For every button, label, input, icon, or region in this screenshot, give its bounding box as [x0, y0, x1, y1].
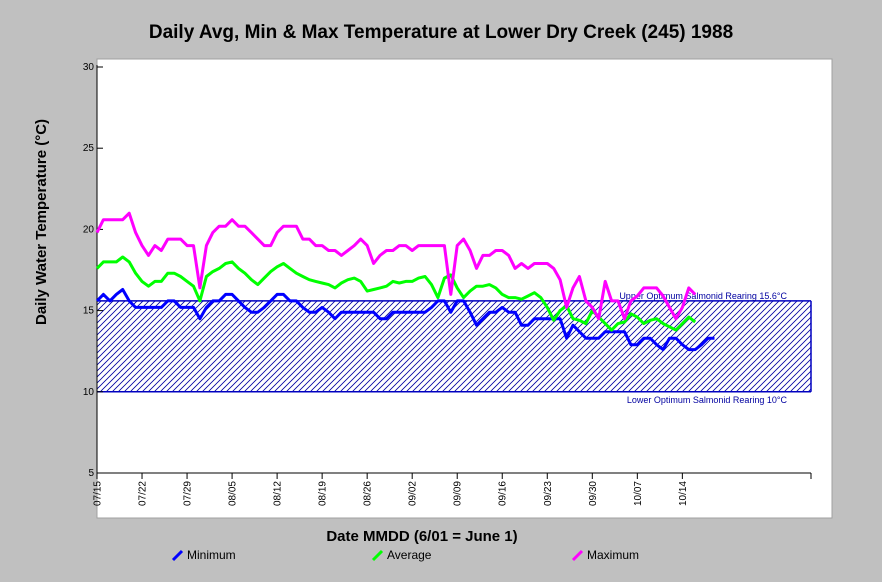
x-tick-label: 08/26	[363, 481, 374, 506]
legend-swatch-minimum	[173, 551, 182, 560]
band-hatch	[97, 301, 811, 392]
x-tick-label: 07/22	[138, 481, 149, 506]
x-tick-label: 10/07	[633, 481, 644, 506]
x-tick-label: 09/09	[453, 481, 464, 506]
x-tick-label: 08/12	[273, 481, 284, 506]
x-tick-label: 08/05	[228, 481, 239, 506]
x-tick-label: 07/29	[183, 481, 194, 506]
legend-swatch-maximum	[573, 551, 582, 560]
y-tick-label: 30	[83, 62, 95, 73]
legend-label-maximum: Maximum	[587, 548, 639, 562]
lower-optimum-label: Lower Optimum Salmonid Rearing 10°C	[627, 395, 788, 405]
y-tick-label: 25	[83, 143, 95, 154]
x-tick-label: 10/14	[678, 481, 689, 506]
y-tick-label: 15	[83, 306, 95, 317]
x-tick-label: 09/16	[498, 481, 509, 506]
chart: Daily Avg, Min & Max Temperature at Lowe…	[0, 0, 882, 582]
y-tick-label: 5	[88, 468, 94, 479]
legend-label-average: Average	[387, 548, 432, 562]
legend-swatch-average	[373, 551, 382, 560]
legend: Minimum Average Maximum	[173, 548, 639, 562]
x-axis-title: Date MMDD (6/01 = June 1)	[326, 528, 517, 545]
x-tick-label: 08/19	[318, 481, 329, 506]
x-tick-label: 09/02	[408, 481, 419, 506]
x-tick-label: 09/30	[588, 481, 599, 506]
y-axis-title: Daily Water Temperature (°C)	[33, 119, 50, 325]
chart-title: Daily Avg, Min & Max Temperature at Lowe…	[149, 22, 733, 43]
legend-label-minimum: Minimum	[187, 548, 236, 562]
x-tick-label: 07/15	[93, 481, 104, 506]
plot-area	[97, 59, 832, 518]
y-tick-label: 10	[83, 387, 95, 398]
y-tick-label: 20	[83, 224, 95, 235]
x-tick-label: 09/23	[543, 481, 554, 506]
upper-optimum-label: Upper Optimum Salmonid Rearing 15.6°C	[619, 291, 787, 301]
